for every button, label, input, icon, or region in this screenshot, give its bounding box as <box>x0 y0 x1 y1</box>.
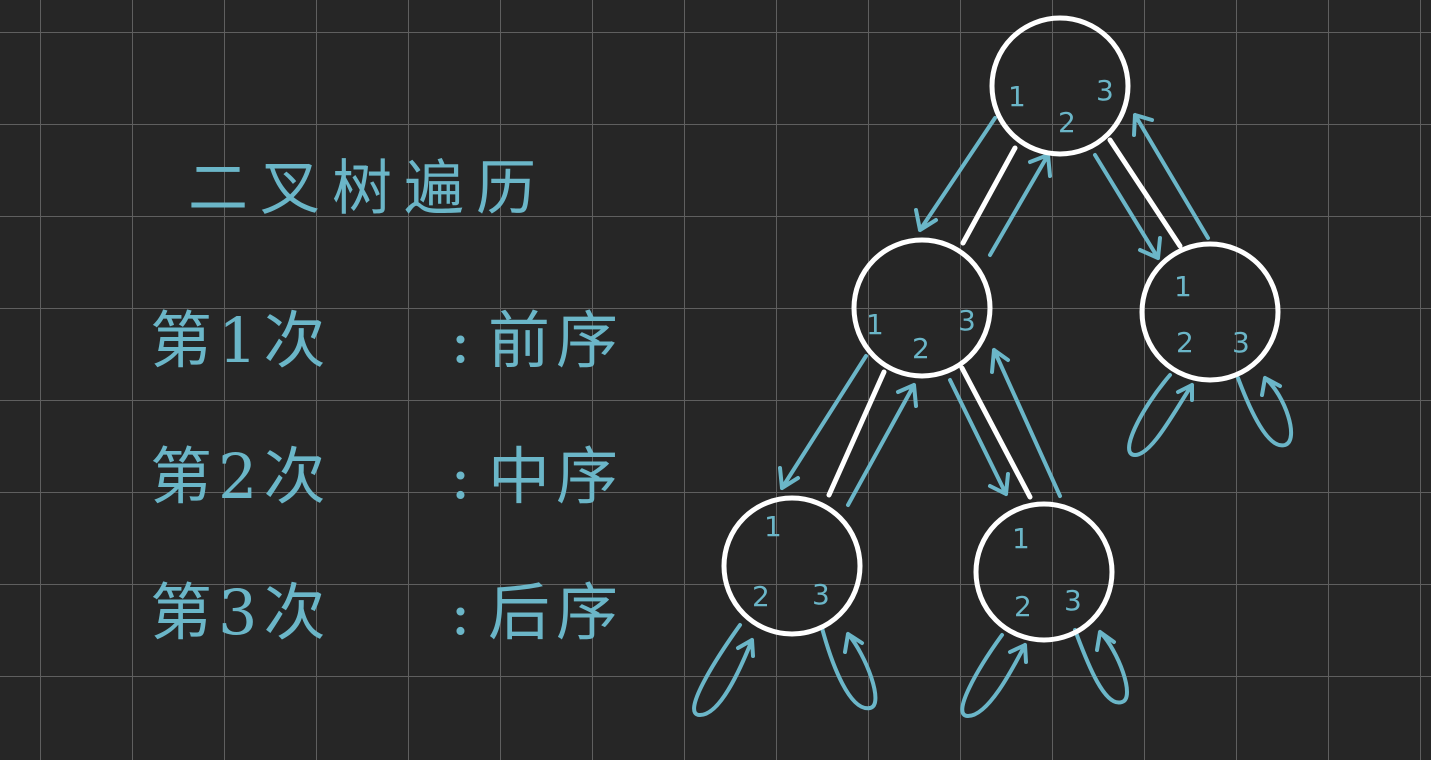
return-loop-icon <box>820 626 878 711</box>
return-loop-icon <box>1073 628 1129 705</box>
tree-node-root: 1 2 3 <box>989 15 1131 157</box>
return-loop-icon <box>960 633 1028 718</box>
up-arrow-icon <box>990 348 1062 498</box>
return-loop-icon <box>1236 376 1294 448</box>
down-arrow-icon <box>914 116 997 232</box>
node-circle <box>1139 241 1281 383</box>
node-circle <box>721 495 863 637</box>
up-arrow-icon <box>1132 113 1210 240</box>
visit-label-third: 3 <box>1064 584 1082 617</box>
return-loop-icon <box>1127 373 1194 457</box>
tree-node-left-right: 1 2 3 <box>973 501 1115 643</box>
visit-label-second: 2 <box>752 580 770 613</box>
visit-label-third: 3 <box>1096 74 1114 107</box>
tree-node-left-left: 1 2 3 <box>721 495 863 637</box>
rule-row: 第3次 : 后序 <box>150 562 624 698</box>
up-arrow-icon <box>846 383 918 507</box>
tree-edges <box>826 137 1183 500</box>
visit-label-first: 1 <box>764 510 782 543</box>
visit-label-first: 1 <box>1174 270 1192 303</box>
edge-left-rightleaf <box>959 365 1033 500</box>
rule-colon: : <box>450 576 471 649</box>
down-arrow-icon <box>778 354 868 490</box>
visit-label-second: 2 <box>1058 106 1076 139</box>
rule-row: 第2次 : 中序 <box>150 426 624 562</box>
visit-label-third: 3 <box>1232 326 1250 359</box>
rule-colon: : <box>450 304 471 377</box>
tree-node-left: 1 2 3 <box>851 237 993 379</box>
visit-label-first: 1 <box>1012 522 1030 555</box>
rule-ordinal: 第1次 <box>150 304 332 377</box>
node-circle <box>973 501 1115 643</box>
visit-label-first: 1 <box>866 308 884 341</box>
down-arrow-icon <box>1093 153 1162 260</box>
edge-root-left <box>960 145 1018 246</box>
visit-label-second: 2 <box>912 332 930 365</box>
return-loop-icon <box>692 623 755 717</box>
node-circle <box>989 15 1131 157</box>
rule-order: 中序 <box>488 440 625 513</box>
edge-root-right <box>1107 137 1183 249</box>
visit-label-third: 3 <box>958 304 976 337</box>
rule-colon: : <box>450 440 471 513</box>
null-child-loops <box>692 373 1294 718</box>
rule-ordinal: 第2次 <box>150 440 332 513</box>
tree-node-right: 1 2 3 <box>1139 241 1281 383</box>
visit-label-third: 3 <box>812 578 830 611</box>
down-arrow-icon <box>948 378 1010 496</box>
traversal-arrows <box>778 113 1210 507</box>
rule-order: 后序 <box>488 576 625 649</box>
visit-label-second: 2 <box>1014 590 1032 623</box>
traversal-rules: 第1次 : 前序 第2次 : 中序 第3次 : 后序 <box>150 290 624 698</box>
node-circle <box>851 237 993 379</box>
visit-label-second: 2 <box>1176 326 1194 359</box>
diagram-title: 二叉树遍历 <box>188 154 548 224</box>
up-arrow-icon <box>988 153 1052 257</box>
visit-label-first: 1 <box>1008 80 1026 113</box>
rule-row: 第1次 : 前序 <box>150 290 624 426</box>
edge-left-leftleaf <box>826 369 887 498</box>
rule-order: 前序 <box>488 304 625 377</box>
rule-ordinal: 第3次 <box>150 576 332 649</box>
